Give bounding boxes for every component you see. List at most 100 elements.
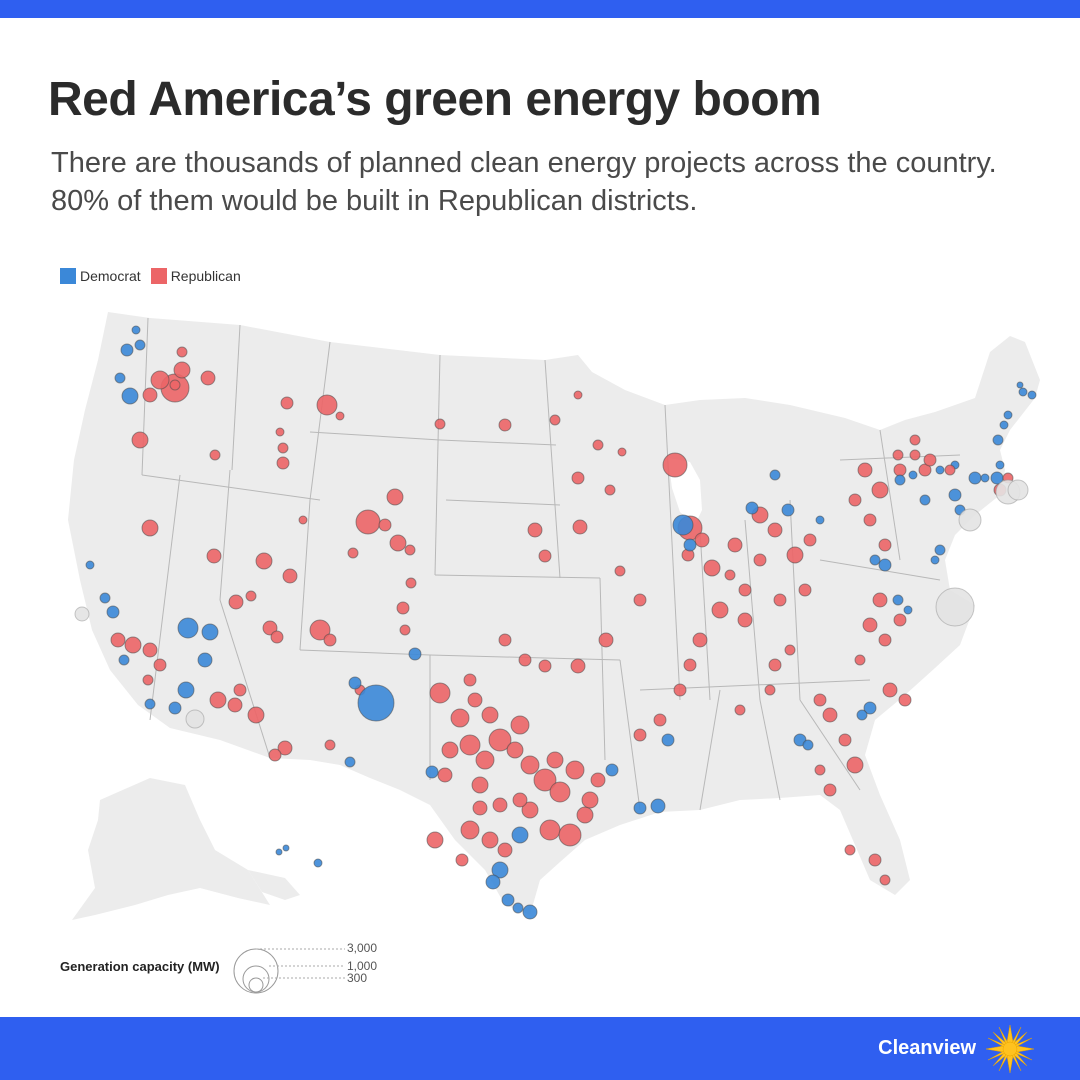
project-dot-democrat	[863, 701, 877, 715]
project-dot-republican	[617, 447, 627, 457]
project-dot-republican	[472, 800, 488, 816]
project-dot-republican	[738, 583, 752, 597]
project-dot-republican	[633, 728, 647, 742]
project-dot-democrat	[930, 555, 940, 565]
project-dot-democrat	[999, 420, 1009, 430]
project-dot-republican	[323, 633, 337, 647]
project-dot-democrat	[99, 592, 111, 604]
project-dot-democrat	[968, 471, 982, 485]
project-dot-republican	[389, 534, 407, 552]
project-dot-democrat	[1027, 390, 1037, 400]
project-dot-republican	[539, 819, 561, 841]
sun-icon	[986, 1025, 1034, 1073]
project-dot-democrat	[85, 560, 95, 570]
project-dot-republican	[510, 715, 530, 735]
project-dot-democrat	[1016, 381, 1024, 389]
project-dot-republican	[153, 658, 167, 672]
project-dot-republican	[814, 764, 826, 776]
project-dot-republican	[786, 546, 804, 564]
project-dot-republican	[497, 842, 513, 858]
project-dot-republican	[429, 682, 451, 704]
project-dot-democrat	[903, 605, 913, 615]
project-dot-republican	[838, 733, 852, 747]
project-dot-republican	[396, 601, 410, 615]
project-dot-republican	[893, 463, 907, 477]
project-dot-democrat	[491, 861, 509, 879]
project-dot-democrat	[948, 488, 962, 502]
project-dot-democrat	[605, 763, 619, 777]
us-projects-map	[68, 312, 1040, 920]
project-dot-republican	[871, 481, 889, 499]
project-dot-republican	[565, 760, 585, 780]
project-dot-democrat	[633, 801, 647, 815]
project-dot-republican	[892, 449, 904, 461]
project-dot-republican	[753, 553, 767, 567]
project-dot-republican	[142, 674, 154, 686]
project-dot-republican	[386, 488, 404, 506]
project-dot-republican	[767, 522, 783, 538]
project-dot-republican	[233, 683, 247, 697]
project-dot-republican	[909, 449, 921, 461]
project-dot-republican	[275, 427, 285, 437]
project-dot-republican	[142, 642, 158, 658]
project-dot-republican	[662, 452, 688, 478]
project-dot-republican	[846, 756, 864, 774]
size-value-3000: 3,000	[347, 941, 378, 955]
project-dot-republican	[872, 592, 888, 608]
project-dot-republican	[764, 684, 776, 696]
project-dot-republican	[268, 748, 282, 762]
party-legend: Democrat Republican	[60, 268, 251, 284]
project-dot-democrat	[661, 733, 675, 747]
project-dot-republican	[923, 453, 937, 467]
project-dot-republican	[798, 583, 812, 597]
project-dot-republican	[822, 707, 838, 723]
project-dot-republican	[124, 636, 142, 654]
project-dot-republican	[460, 820, 480, 840]
project-dot-republican	[683, 658, 697, 672]
project-dot-democrat	[745, 501, 759, 515]
project-dot-republican	[570, 658, 586, 674]
project-dot-democrat	[134, 339, 146, 351]
project-dot-republican	[150, 370, 170, 390]
project-dot-democrat	[934, 544, 946, 556]
project-dot-republican	[558, 823, 582, 847]
project-dot-republican	[572, 519, 588, 535]
project-dot-republican	[692, 632, 708, 648]
project-dot-republican	[694, 532, 710, 548]
project-dot-republican	[262, 620, 278, 636]
project-dot-democrat	[878, 558, 892, 572]
brand-name: Cleanview	[878, 1037, 976, 1059]
project-dot-democrat	[408, 647, 422, 661]
project-dot-republican	[727, 537, 743, 553]
project-dot-democrat	[781, 503, 795, 517]
project-dot-republican	[298, 515, 308, 525]
project-dot-republican	[142, 387, 158, 403]
project-dot-republican	[309, 619, 331, 641]
project-dot-republican	[405, 577, 417, 589]
project-dot-democrat	[501, 893, 515, 907]
project-dot-republican	[581, 791, 599, 809]
project-dot-republican	[280, 396, 294, 410]
project-dot-republican	[878, 538, 892, 552]
project-dot-republican	[463, 673, 477, 687]
project-dot-republican	[488, 728, 512, 752]
project-dot-republican	[768, 658, 782, 672]
project-dot-democrat	[357, 684, 395, 722]
project-dot-republican	[673, 683, 687, 697]
project-dot-republican	[533, 768, 557, 792]
project-dot-republican	[498, 633, 512, 647]
project-dot-democrat	[672, 514, 694, 536]
project-dot-republican	[711, 601, 729, 619]
legend-item-republican: Republican	[150, 268, 241, 284]
footer-bar: Cleanview	[0, 1017, 1080, 1080]
project-dot-republican	[546, 751, 564, 769]
project-dot-republican	[206, 548, 222, 564]
project-dot-republican	[879, 874, 891, 886]
project-dot-republican	[209, 691, 227, 709]
project-dot-republican	[335, 411, 345, 421]
project-dot-democrat	[769, 469, 781, 481]
project-dot-republican	[538, 549, 552, 563]
project-dot-republican	[276, 456, 290, 470]
project-dot-republican	[173, 361, 191, 379]
project-dot-democrat	[1003, 410, 1013, 420]
